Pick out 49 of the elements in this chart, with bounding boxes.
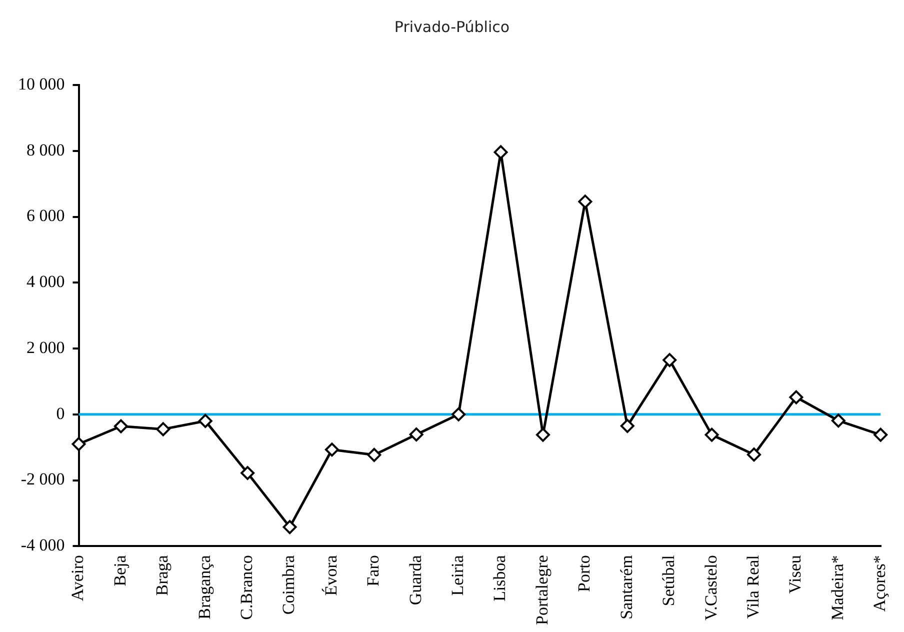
y-tick-label: -4 000	[20, 536, 65, 555]
x-tick-label: Leiria	[448, 554, 468, 596]
x-tick-label: Santarém	[616, 555, 636, 620]
point	[874, 428, 888, 442]
point	[198, 414, 212, 428]
x-tick-label: Braga	[152, 554, 172, 596]
y-tick-label: 10 000	[18, 74, 65, 94]
point	[494, 145, 508, 160]
x-tick-label: Bragança	[194, 554, 214, 620]
point	[620, 418, 634, 433]
point	[240, 466, 255, 480]
point	[578, 194, 592, 209]
point	[282, 520, 297, 534]
point	[704, 428, 719, 442]
point	[409, 427, 424, 442]
x-tick-label: Viseu	[786, 554, 805, 594]
x-tick-label: Lisboa	[490, 554, 510, 602]
y-tick-label: 6 000	[26, 206, 65, 226]
x-tick-label: Beja	[110, 554, 130, 586]
point	[831, 414, 846, 428]
point	[536, 428, 550, 442]
x-tick-label: Guarda	[406, 554, 425, 606]
point	[452, 407, 466, 422]
point	[789, 390, 804, 404]
x-tick-label: Vila Real	[743, 554, 762, 619]
point	[367, 448, 382, 462]
y-tick-label: 4 000	[26, 272, 65, 292]
x-tick-label: Setúbal	[659, 554, 678, 606]
chart-title: Privado-Público	[393, 18, 511, 36]
x-tick-label: Porto	[574, 555, 594, 592]
point	[746, 448, 761, 462]
point	[114, 419, 128, 434]
point	[156, 422, 170, 436]
x-tick-label: C.Branco	[237, 555, 256, 620]
y-tick-label: 0	[56, 404, 65, 423]
x-tick-label: V.Castelo	[701, 555, 720, 620]
point	[324, 442, 339, 457]
x-tick-label: Évora	[321, 554, 340, 596]
x-tick-label: Aveiro	[68, 555, 88, 602]
point	[72, 437, 86, 452]
x-tick-label: Madeira*	[828, 555, 847, 620]
y-tick-label: -2 000	[20, 470, 65, 489]
y-tick-label: 8 000	[26, 140, 65, 160]
x-tick-label: Coimbra	[279, 554, 298, 615]
x-tick-label: Açores*	[870, 555, 890, 612]
point	[662, 353, 677, 368]
x-tick-label: Faro	[364, 555, 383, 586]
y-tick-label: 2 000	[26, 338, 65, 357]
x-tick-label: Portalegre	[532, 555, 552, 625]
